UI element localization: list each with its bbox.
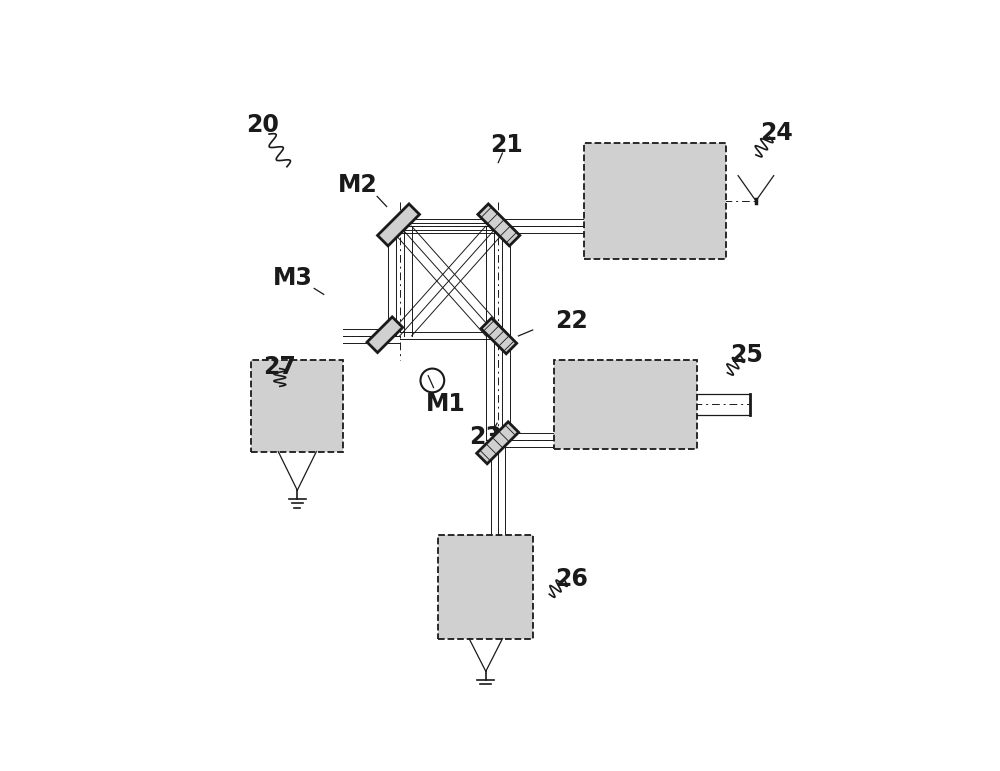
- Text: 24: 24: [760, 121, 793, 145]
- Bar: [554, 359, 697, 449]
- Bar: [251, 359, 343, 452]
- Text: 26: 26: [555, 567, 588, 591]
- Polygon shape: [367, 317, 403, 352]
- Text: 20: 20: [247, 113, 279, 137]
- Polygon shape: [477, 422, 519, 464]
- Text: 21: 21: [490, 133, 523, 157]
- Polygon shape: [481, 318, 517, 354]
- Polygon shape: [378, 204, 420, 246]
- Circle shape: [420, 369, 444, 392]
- Text: 25: 25: [731, 343, 763, 367]
- Text: 23: 23: [469, 425, 502, 449]
- Polygon shape: [478, 204, 520, 246]
- Text: M2: M2: [338, 173, 378, 197]
- Text: M1: M1: [426, 392, 466, 416]
- Text: 27: 27: [263, 355, 296, 379]
- Bar: [584, 143, 726, 259]
- Text: M3: M3: [273, 266, 313, 290]
- Bar: [438, 535, 533, 638]
- Text: 22: 22: [555, 309, 588, 333]
